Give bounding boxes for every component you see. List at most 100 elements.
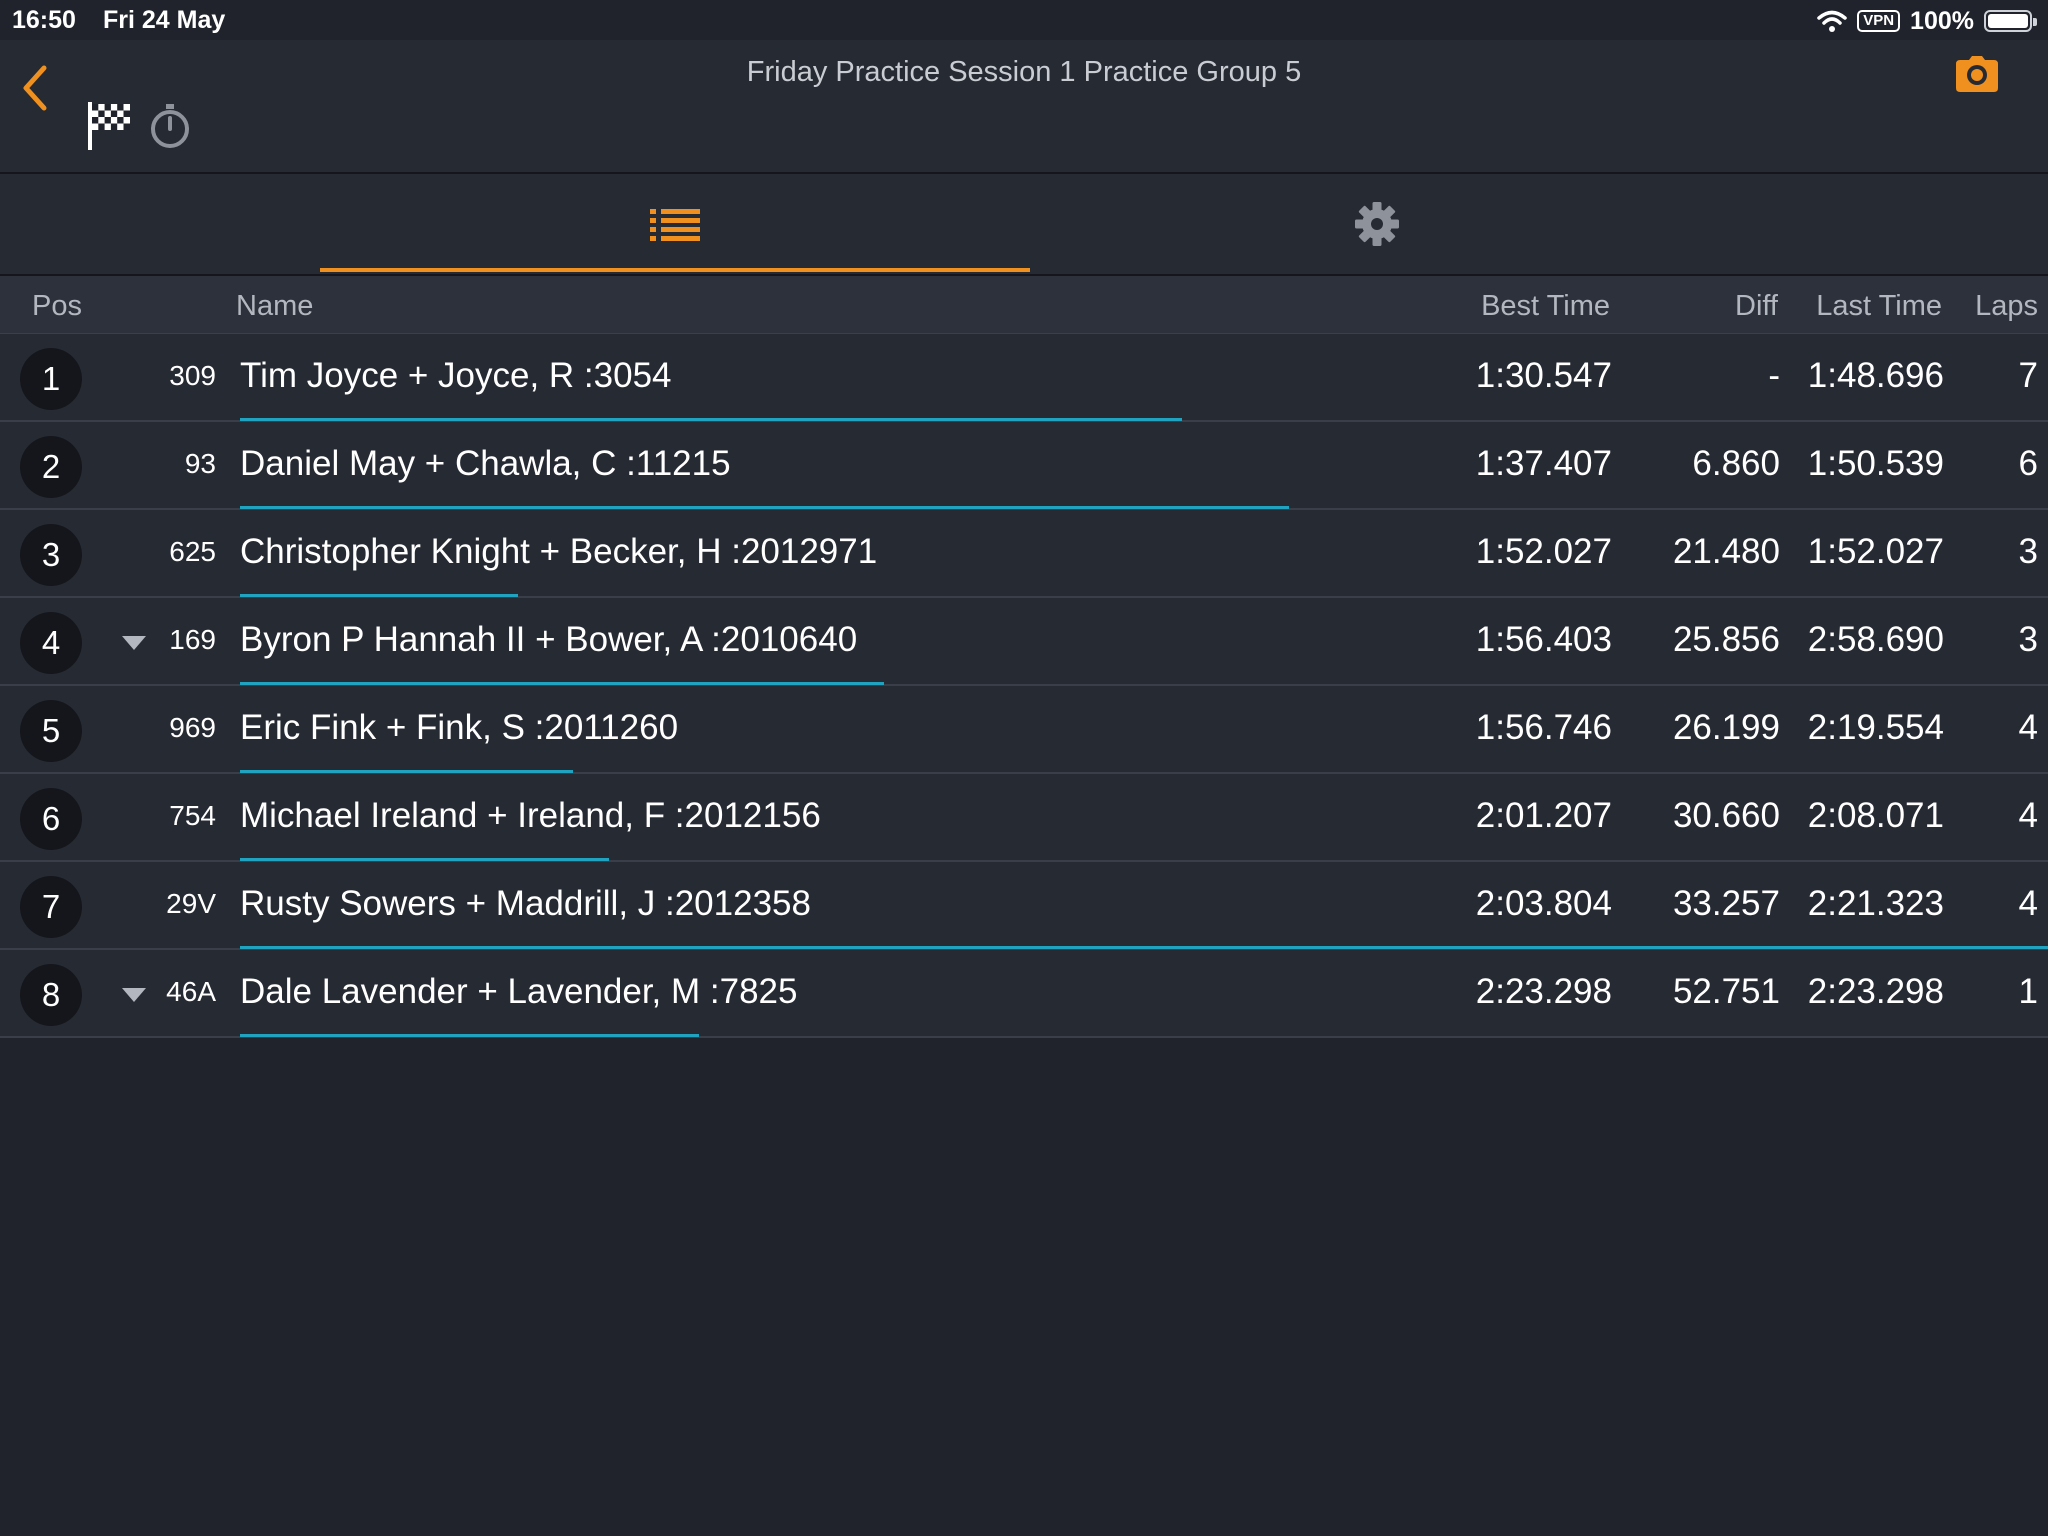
table-row[interactable]: 4 169 Byron P Hannah II + Bower, A :2010…: [0, 598, 2048, 686]
last-time: 2:23.298: [1807, 972, 1944, 1011]
tab-results-list[interactable]: [320, 174, 1030, 274]
position-badge: 5: [20, 700, 82, 762]
last-time: 1:48.696: [1807, 356, 1944, 395]
diff: 33.257: [1672, 884, 1780, 923]
table-row[interactable]: 2 93 Daniel May + Chawla, C :11215 1:37.…: [0, 422, 2048, 510]
driver-name: Byron P Hannah II + Bower, A :2010640: [240, 620, 858, 659]
last-time: 2:08.071: [1807, 796, 1944, 835]
car-number: 93: [184, 448, 216, 479]
car-number: 754: [169, 800, 216, 831]
laps: 7: [2018, 356, 2038, 395]
diff: 6.860: [1692, 444, 1780, 483]
status-bar: 16:50 Fri 24 May VPN 100%: [0, 0, 2048, 40]
table-row[interactable]: 8 46A Dale Lavender + Lavender, M :7825 …: [0, 950, 2048, 1038]
position-badge: 4: [20, 612, 82, 674]
camera-button[interactable]: [1954, 54, 2000, 94]
last-time: 2:19.554: [1807, 708, 1944, 747]
position-badge: 7: [20, 876, 82, 938]
last-time: 2:21.323: [1807, 884, 1944, 923]
car-number: 169: [169, 624, 216, 655]
last-time: 2:58.690: [1807, 620, 1944, 659]
active-tab-indicator: [320, 268, 1030, 272]
empty-area: [0, 1040, 2048, 1536]
driver-name: Daniel May + Chawla, C :11215: [240, 444, 731, 483]
diff: 26.199: [1672, 708, 1780, 747]
laps: 3: [2018, 532, 2038, 571]
battery-tip: [2033, 18, 2037, 26]
laps: 6: [2018, 444, 2038, 483]
table-row[interactable]: 6 754 Michael Ireland + Ireland, F :2012…: [0, 774, 2048, 862]
laps: 3: [2018, 620, 2038, 659]
driver-name: Dale Lavender + Lavender, M :7825: [240, 972, 798, 1011]
driver-name: Eric Fink + Fink, S :2011260: [240, 708, 679, 747]
column-header-laps[interactable]: Laps: [1975, 290, 2038, 322]
page-title: Friday Practice Session 1 Practice Group…: [746, 56, 1302, 88]
position-badge: 1: [20, 348, 82, 410]
best-time: 1:56.403: [1475, 620, 1612, 659]
diff: 30.660: [1672, 796, 1780, 835]
lap-progress-bar: [240, 682, 884, 685]
lap-progress-bar: [240, 858, 609, 861]
status-time: 16:50: [12, 6, 76, 34]
position-badge: 2: [20, 436, 82, 498]
table-row[interactable]: 3 625 Christopher Knight + Becker, H :20…: [0, 510, 2048, 598]
best-time: 2:01.207: [1475, 796, 1612, 835]
laps: 1: [2018, 972, 2038, 1011]
car-number: 29V: [166, 888, 216, 919]
results-table: 1 309 Tim Joyce + Joyce, R :3054 1:30.54…: [0, 334, 2048, 1038]
battery-fill: [1988, 14, 2028, 28]
diff: 25.856: [1672, 620, 1780, 659]
car-number: 625: [169, 536, 216, 567]
position-badge: 8: [20, 964, 82, 1026]
stopwatch-icon[interactable]: [148, 102, 192, 150]
last-time: 1:50.539: [1807, 444, 1944, 483]
best-time: 1:56.746: [1475, 708, 1612, 747]
laps: 4: [2018, 796, 2038, 835]
car-number: 46A: [166, 976, 216, 1007]
position-drop-icon: [122, 988, 146, 1002]
driver-name: Tim Joyce + Joyce, R :3054: [240, 356, 672, 395]
checkered-flag-icon[interactable]: [86, 100, 132, 152]
lap-progress-bar: [240, 1034, 699, 1037]
last-time: 1:52.027: [1807, 532, 1944, 571]
diff: 52.751: [1672, 972, 1780, 1011]
position-drop-icon: [122, 636, 146, 650]
back-button[interactable]: [14, 58, 58, 118]
driver-name: Michael Ireland + Ireland, F :2012156: [240, 796, 821, 835]
lap-progress-bar: [240, 506, 1289, 509]
driver-name: Christopher Knight + Becker, H :2012971: [240, 532, 878, 571]
best-time: 1:30.547: [1475, 356, 1612, 395]
status-indicators: VPN 100%: [1817, 6, 2037, 36]
camera-icon: [1956, 56, 1998, 92]
wifi-icon: [1817, 10, 1847, 32]
battery-percent: 100%: [1910, 6, 1974, 35]
diff: -: [1768, 356, 1780, 395]
table-row[interactable]: 7 29V Rusty Sowers + Maddrill, J :201235…: [0, 862, 2048, 950]
table-row[interactable]: 1 309 Tim Joyce + Joyce, R :3054 1:30.54…: [0, 334, 2048, 422]
column-header-last-time[interactable]: Last Time: [1816, 290, 1942, 322]
status-date: Fri 24 May: [103, 6, 226, 34]
lap-progress-bar: [240, 946, 2048, 949]
nav-header: Friday Practice Session 1 Practice Group…: [0, 40, 2048, 174]
column-header-name[interactable]: Name: [236, 290, 314, 322]
laps: 4: [2018, 708, 2038, 747]
car-number: 309: [169, 360, 216, 391]
diff: 21.480: [1672, 532, 1780, 571]
laps: 4: [2018, 884, 2038, 923]
best-time: 1:52.027: [1475, 532, 1612, 571]
lap-progress-bar: [240, 770, 573, 773]
chevron-left-icon: [23, 65, 47, 111]
column-header-best-time[interactable]: Best Time: [1481, 290, 1610, 322]
driver-name: Rusty Sowers + Maddrill, J :2012358: [240, 884, 811, 923]
list-icon: [650, 209, 700, 241]
position-badge: 6: [20, 788, 82, 850]
table-row[interactable]: 5 969 Eric Fink + Fink, S :2011260 1:56.…: [0, 686, 2048, 774]
lap-progress-bar: [240, 418, 1182, 421]
battery-icon: [1984, 10, 2037, 32]
best-time: 1:37.407: [1475, 444, 1612, 483]
column-header-pos[interactable]: Pos: [32, 290, 82, 322]
column-header-diff[interactable]: Diff: [1735, 290, 1778, 322]
lap-progress-bar: [240, 594, 518, 597]
tab-settings[interactable]: [1100, 174, 1654, 274]
tab-bar: [0, 174, 2048, 276]
